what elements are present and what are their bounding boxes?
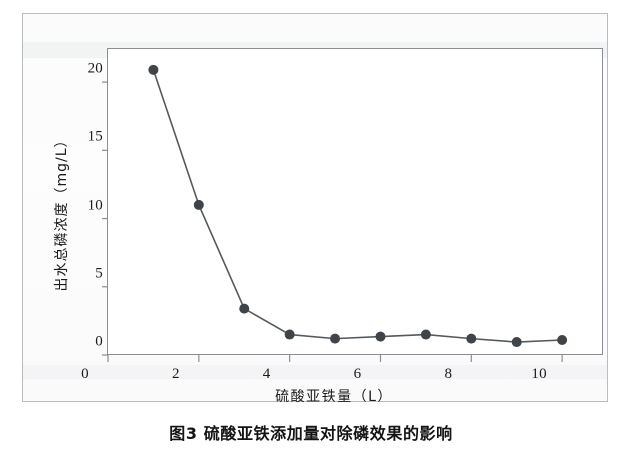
y-axis-tick-labels: 0 5 10 15 20	[63, 14, 103, 471]
x-tick-label: 8	[444, 366, 453, 382]
y-tick-label: 20	[87, 60, 103, 77]
figure-caption: 图3 硫酸亚铁添加量对除磷效果的影响	[169, 424, 453, 443]
y-tick-label: 15	[87, 128, 103, 145]
y-axis-title: 出水总磷浓度（mg/L）	[54, 132, 70, 292]
y-tick-label: 10	[87, 197, 103, 214]
x-axis-title: 硫酸亚铁量（L）	[275, 389, 393, 405]
y-tick-label: 0	[95, 333, 103, 350]
x-tick-label: 10	[531, 366, 547, 382]
y-tick-label: 5	[95, 265, 103, 282]
plot-area	[107, 48, 603, 355]
x-tick-label: 2	[171, 366, 180, 382]
figure-outer-frame: 0 5 10 15 20 0 2 4 6 8 10 出水总磷浓度（mg/L） 硫酸亚铁量（L）	[22, 13, 608, 405]
x-tick-label: 6	[353, 366, 362, 382]
x-tick-label: 0	[81, 366, 89, 382]
x-tick-label: 4	[262, 366, 271, 382]
